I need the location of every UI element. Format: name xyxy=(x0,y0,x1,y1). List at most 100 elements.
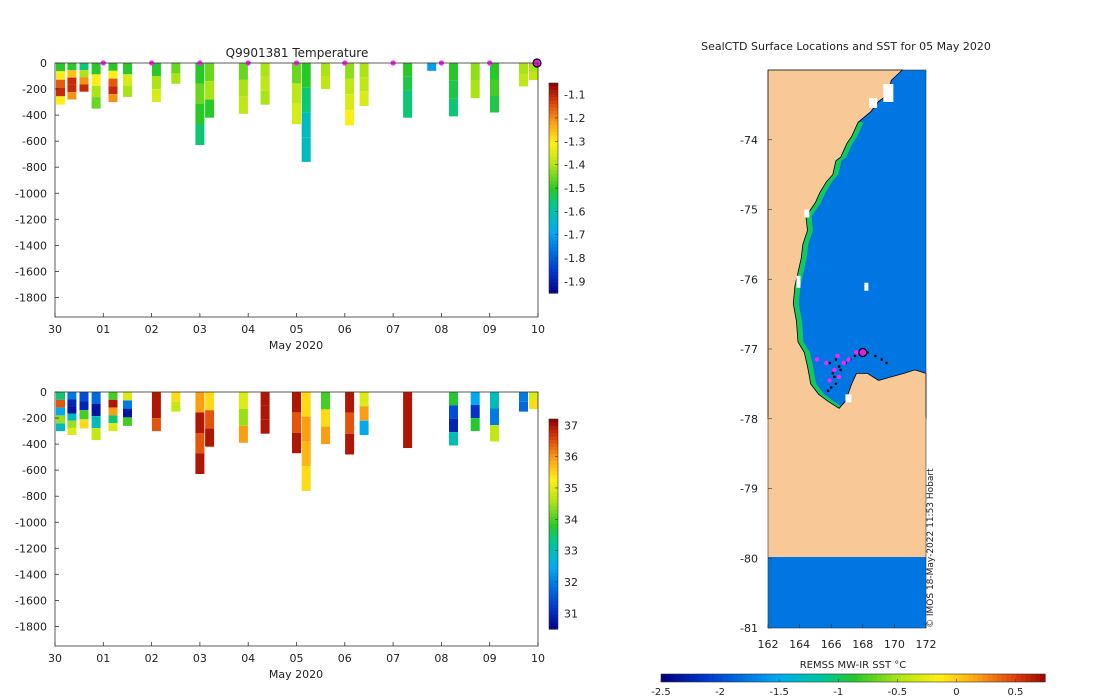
t-profile-5-layer-2 xyxy=(123,85,132,97)
s-profile-12-layer-1 xyxy=(292,412,301,433)
s-profile-5-layer-1 xyxy=(123,400,132,409)
map-axes: 162 164 166 168 170 172 -74 -75 -76 -77 -78 -79 -80 -… xyxy=(740,134,936,651)
sst-colorbar-tick-label-0: -2.5 xyxy=(651,687,671,698)
t-profile-13-layer-1 xyxy=(301,87,311,113)
t-profile-1-layer-1 xyxy=(67,70,77,78)
t-profile-4-layer-2 xyxy=(108,78,118,87)
t-profile-8-layer-0 xyxy=(195,63,205,84)
map-y-tick-label-5: -79 xyxy=(740,483,758,496)
s-profile-13-layer-3 xyxy=(301,466,311,491)
s-profile-4-layer-3 xyxy=(108,415,118,424)
t-colorbar-tick-label-5: -1.6 xyxy=(564,205,585,218)
s-profile-0-layer-3 xyxy=(56,415,65,424)
map-x-tick-label-1: 164 xyxy=(789,638,810,651)
track-point-6 xyxy=(826,389,830,393)
t-profile-8-layer-3 xyxy=(195,124,205,145)
t-x-tick-label-10: 10 xyxy=(531,323,545,336)
s-profile-19-layer-0 xyxy=(470,392,480,405)
map-y-tick-label-6: -80 xyxy=(740,552,758,565)
s-profile-15-layer-1 xyxy=(345,412,355,434)
t-profile-13-layer-0 xyxy=(301,63,311,88)
s-profile-14-layer-0 xyxy=(321,392,330,410)
s-profile-4-layer-4 xyxy=(108,423,118,432)
t-profile-17-layer-0 xyxy=(403,63,413,77)
t-x-tick-label-5: 05 xyxy=(290,323,304,336)
track-point-1 xyxy=(828,361,831,365)
map-x-tick-label-2: 166 xyxy=(821,638,842,651)
t-profile-2-layer-1 xyxy=(79,70,89,78)
t-colorbar-tick-label-1: -1.2 xyxy=(564,112,585,125)
s-x-tick-label-8: 08 xyxy=(434,652,448,665)
t-profile-9-layer-0 xyxy=(205,63,215,82)
t-colorbar-tick-label-0: -1.1 xyxy=(564,89,585,102)
t-colorbar-tick-label-7: -1.8 xyxy=(564,252,585,265)
t-profile-16-layer-0 xyxy=(359,63,369,78)
s-profile-9-layer-1 xyxy=(205,410,215,429)
temperature-title: Q9901381 Temperature xyxy=(226,46,369,60)
t-profile-0-layer-4 xyxy=(56,96,65,105)
sst-colorbar-tick-label-5: 0 xyxy=(953,687,959,698)
sst-colorbar-tick-label-3: -1 xyxy=(833,687,843,698)
t-y-tick-label-3: -600 xyxy=(22,135,47,148)
sst-colorbar-tick-label-1: -2 xyxy=(715,687,725,698)
t-profile-17-layer-1 xyxy=(403,76,413,91)
t-profile-4-layer-0 xyxy=(108,63,118,71)
t-y-tick-label-2: -400 xyxy=(22,109,47,122)
t-y-tick-label-5: -1000 xyxy=(15,187,47,200)
daily-position-8 xyxy=(854,350,859,355)
salinity-profiles xyxy=(56,392,538,491)
s-profile-11-layer-2 xyxy=(260,419,270,434)
daily-position-7 xyxy=(846,357,851,362)
track-point-15 xyxy=(880,358,884,361)
s-profile-14-layer-1 xyxy=(321,409,330,427)
s-profile-6-layer-2 xyxy=(151,418,161,432)
map-y-tick-label-1: -75 xyxy=(740,204,758,217)
t-x-tick-label-0: 30 xyxy=(48,323,62,336)
missing-data-patch-5 xyxy=(845,394,852,403)
s-profile-1-layer-3 xyxy=(67,413,77,421)
s-profile-19-layer-1 xyxy=(470,405,480,418)
t-profile-3-layer-2 xyxy=(91,85,101,98)
t-profile-16-layer-1 xyxy=(359,77,369,92)
s-profile-1-layer-1 xyxy=(67,399,77,407)
s-profile-20-layer-2 xyxy=(490,425,499,442)
s-profile-6-layer-0 xyxy=(151,392,161,405)
t-profile-23-layer-0 xyxy=(529,63,538,72)
s-colorbar-tick-label-2: 35 xyxy=(564,482,578,495)
s-profile-1-layer-0 xyxy=(67,392,77,400)
t-colorbar-tick-label-8: -1.9 xyxy=(564,275,585,288)
s-profile-5-layer-0 xyxy=(123,392,132,401)
s-profile-21-layer-1 xyxy=(519,401,528,412)
s-profile-12-layer-0 xyxy=(292,392,301,413)
s-y-tick-label-6: -1200 xyxy=(15,542,47,555)
track-point-0 xyxy=(831,372,835,375)
map-track xyxy=(814,347,888,393)
s-profile-22-layer-1 xyxy=(529,400,538,409)
map-credit: © IMOS 18-May-2022 11:53 Hobart xyxy=(926,468,936,628)
s-profile-3-layer-2 xyxy=(91,416,101,429)
t-profile-17-layer-2 xyxy=(403,90,413,105)
t-profile-12-layer-1 xyxy=(292,83,301,104)
temperature-profiles xyxy=(56,63,538,162)
t-profile-1-layer-2 xyxy=(67,77,77,85)
s-profile-19-layer-2 xyxy=(470,418,480,432)
t-profile-11-layer-1 xyxy=(260,76,270,91)
t-profile-19-layer-0 xyxy=(449,63,458,81)
t-y-tick-label-1: -200 xyxy=(22,83,47,96)
t-profile-7-layer-1 xyxy=(171,73,181,84)
t-profile-14-layer-1 xyxy=(321,76,330,89)
map-x-tick-label-0: 162 xyxy=(758,638,779,651)
t-profile-15-layer-1 xyxy=(345,78,355,95)
t-profile-10-layer-2 xyxy=(238,96,248,114)
s-profile-1-layer-2 xyxy=(67,406,77,414)
t-profile-4-layer-4 xyxy=(108,94,118,103)
missing-data-patch-1 xyxy=(883,83,894,102)
s-x-tick-label-6: 06 xyxy=(338,652,352,665)
s-profile-4-layer-1 xyxy=(108,399,118,408)
daily-position-2 xyxy=(832,367,837,373)
t-profile-3-layer-0 xyxy=(91,63,101,75)
t-profile-5-layer-0 xyxy=(123,63,132,75)
track-point-4 xyxy=(833,375,836,379)
daily-position-5 xyxy=(835,353,840,359)
t-profile-1-layer-4 xyxy=(67,92,77,100)
